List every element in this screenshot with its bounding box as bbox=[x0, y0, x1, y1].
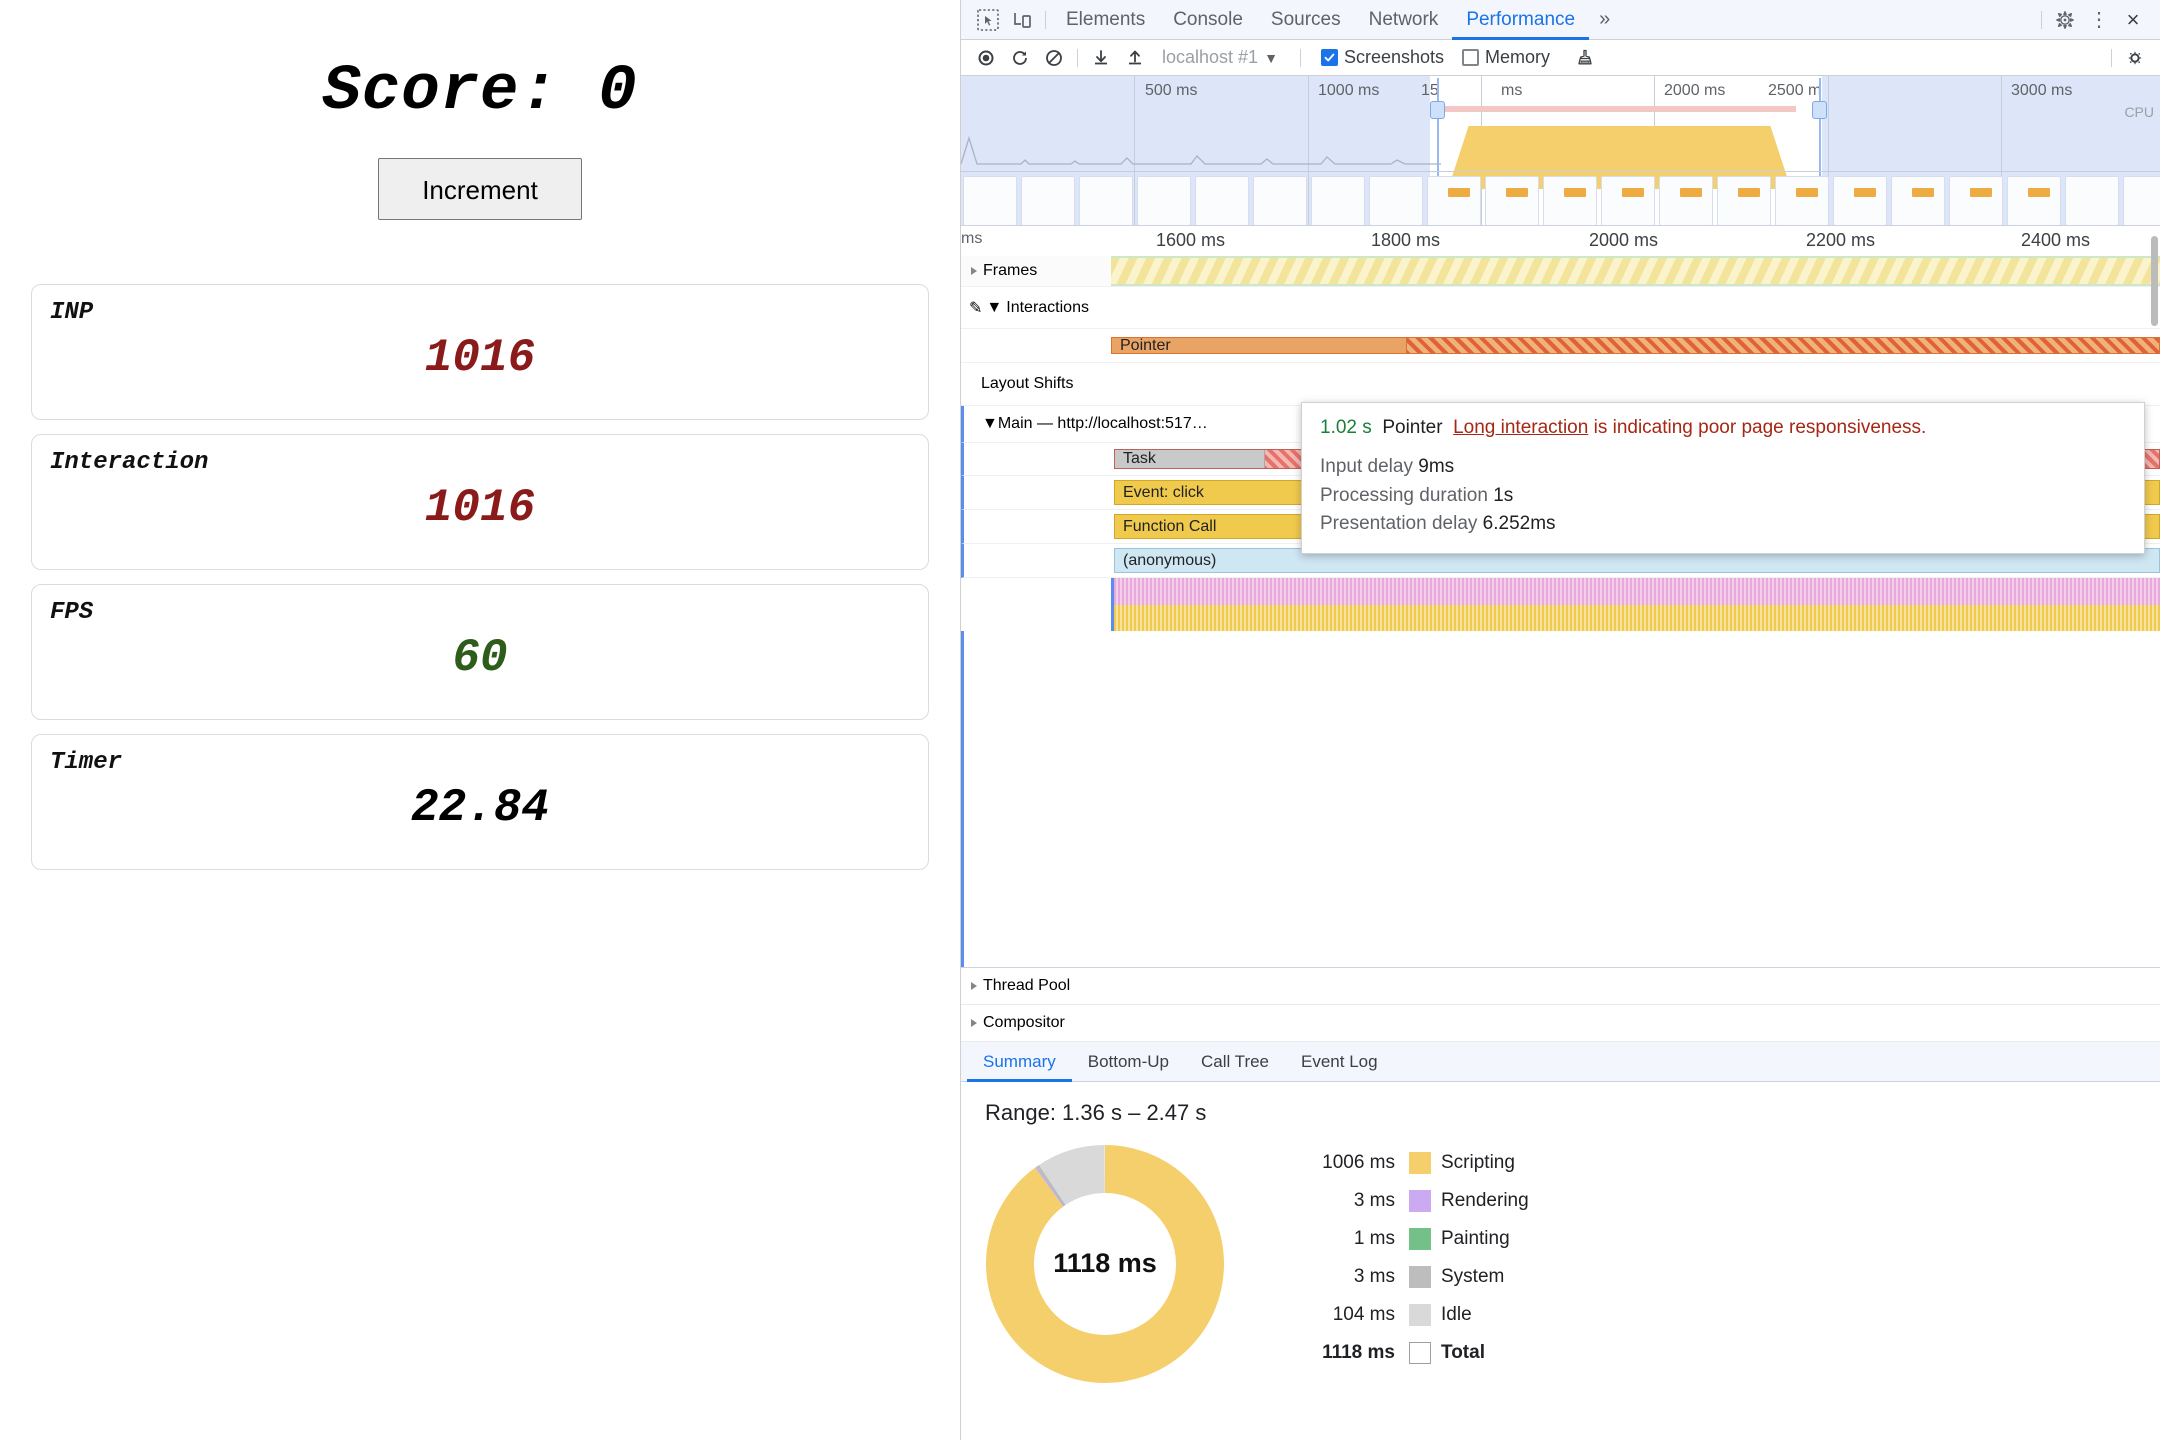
svg-text:1118 ms: 1118 ms bbox=[1053, 1248, 1157, 1278]
